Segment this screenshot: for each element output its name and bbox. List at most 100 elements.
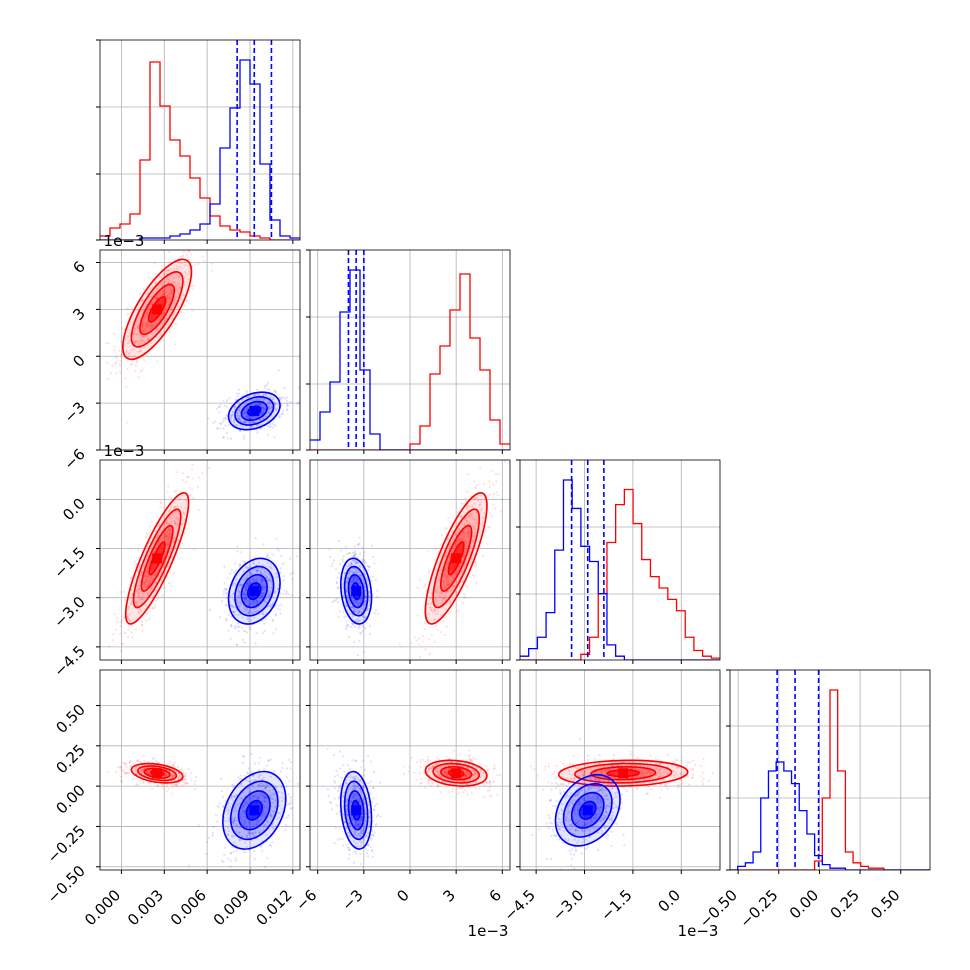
scatter-point bbox=[170, 289, 173, 292]
scatter-point bbox=[141, 768, 144, 772]
scatter-point bbox=[452, 577, 455, 580]
scatter-point bbox=[153, 262, 156, 265]
scatter-point bbox=[225, 592, 228, 595]
scatter-point bbox=[109, 372, 113, 375]
scatter-point bbox=[354, 561, 357, 565]
scatter-point bbox=[127, 605, 131, 608]
scatter-point bbox=[168, 529, 171, 532]
scatter-point bbox=[174, 296, 177, 299]
scatter-point bbox=[260, 577, 264, 581]
scatter-point bbox=[265, 786, 268, 789]
scatter-point bbox=[352, 578, 355, 582]
scatter-point bbox=[144, 604, 147, 607]
scatter-point bbox=[176, 288, 179, 291]
scatter-point bbox=[436, 589, 439, 592]
scatter-point bbox=[469, 513, 473, 516]
scatter-point bbox=[231, 835, 234, 838]
scatter-point bbox=[146, 337, 150, 340]
scatter-point bbox=[297, 401, 300, 404]
scatter-point bbox=[134, 768, 137, 771]
scatter-point bbox=[164, 264, 167, 267]
scatter-point bbox=[119, 766, 123, 769]
scatter-point bbox=[127, 617, 130, 620]
scatter-point bbox=[275, 613, 278, 616]
scatter-point bbox=[359, 818, 362, 822]
scatter-point bbox=[191, 468, 194, 471]
scatter-point bbox=[487, 771, 490, 774]
scatter-point bbox=[265, 597, 268, 600]
scatter-point bbox=[262, 407, 265, 410]
scatter-point bbox=[146, 593, 149, 596]
scatter-point bbox=[175, 523, 178, 526]
scatter-point bbox=[146, 574, 149, 577]
scatter-point bbox=[125, 337, 128, 341]
scatter-point bbox=[455, 580, 458, 583]
scatter-point bbox=[172, 572, 176, 575]
scatter-point bbox=[255, 398, 258, 401]
scatter-point bbox=[434, 607, 437, 611]
scatter-point bbox=[177, 510, 180, 513]
scatter-point bbox=[351, 605, 354, 608]
scatter-point bbox=[170, 783, 173, 786]
scatter-point bbox=[136, 759, 140, 762]
scatter-point bbox=[357, 579, 360, 582]
scatter-point bbox=[222, 419, 225, 422]
scatter-point bbox=[278, 415, 281, 419]
scatter-point bbox=[175, 783, 178, 786]
scatter-point bbox=[353, 777, 357, 780]
scatter-point bbox=[222, 436, 225, 439]
scatter-point bbox=[251, 779, 254, 783]
scatter-point bbox=[171, 792, 174, 795]
scatter-point bbox=[222, 427, 225, 430]
scatter-point bbox=[279, 592, 282, 595]
scatter-point bbox=[274, 408, 277, 412]
scatter-point bbox=[265, 576, 269, 579]
scatter-point bbox=[174, 489, 178, 493]
scatter-point bbox=[242, 629, 245, 632]
scatter-point bbox=[157, 534, 160, 537]
scatter-point bbox=[245, 583, 248, 586]
scatter-point bbox=[130, 631, 133, 634]
scatter-point bbox=[470, 760, 474, 763]
scatter-point bbox=[225, 405, 228, 408]
scatter-point bbox=[180, 261, 183, 264]
scatter-point bbox=[247, 417, 250, 420]
scatter-point bbox=[269, 813, 272, 816]
scatter-point bbox=[346, 576, 349, 579]
scatter-point bbox=[472, 518, 475, 521]
scatter-point bbox=[443, 583, 446, 586]
scatter-point bbox=[247, 611, 250, 614]
scatter-point bbox=[470, 760, 473, 763]
scatter-point bbox=[150, 580, 153, 583]
scatter-point bbox=[450, 760, 454, 763]
scatter-point bbox=[519, 399, 521, 401]
scatter-point bbox=[162, 290, 165, 293]
scatter-point bbox=[231, 605, 235, 609]
scatter-point bbox=[252, 421, 255, 424]
scatter-point bbox=[446, 590, 449, 593]
scatter-point bbox=[257, 569, 260, 572]
scatter-point bbox=[440, 552, 443, 555]
scatter-point bbox=[454, 542, 457, 546]
scatter-point bbox=[280, 786, 283, 789]
scatter-point bbox=[188, 494, 192, 497]
scatter-point bbox=[266, 425, 270, 428]
scatter-point bbox=[163, 294, 166, 297]
scatter-point bbox=[280, 791, 283, 795]
scatter-point bbox=[357, 627, 360, 630]
scatter-point bbox=[264, 393, 267, 396]
scatter-point bbox=[114, 361, 117, 364]
scatter-point bbox=[231, 584, 234, 587]
scatter-point bbox=[355, 793, 358, 796]
scatter-point bbox=[474, 532, 477, 535]
scatter-point bbox=[237, 629, 240, 633]
scatter-point bbox=[470, 758, 473, 762]
scatter-point bbox=[260, 403, 264, 407]
scatter-point bbox=[241, 616, 244, 619]
scatter-point bbox=[339, 549, 343, 552]
scatter-point bbox=[125, 386, 128, 389]
scatter-point bbox=[124, 762, 127, 765]
scatter-point bbox=[124, 772, 127, 775]
scatter-point bbox=[269, 580, 273, 583]
scatter-point bbox=[236, 424, 239, 427]
